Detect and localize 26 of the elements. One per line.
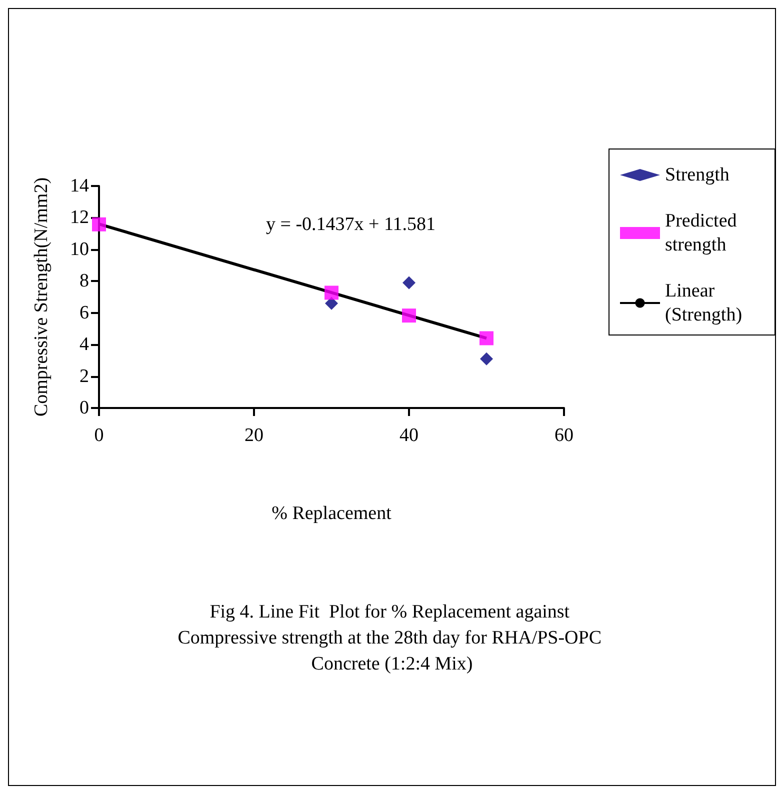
point	[402, 308, 416, 323]
x-tick-label: 0	[94, 425, 104, 446]
y-tick-label: 2	[80, 366, 89, 387]
y-tick-label: 8	[80, 270, 89, 292]
point	[92, 217, 106, 232]
y-tick-label: 6	[80, 302, 89, 324]
y-tick-label: 0	[80, 398, 89, 418]
y-tick-label: 4	[80, 334, 90, 356]
annotation: y = -0.1437x + 11.581	[266, 214, 436, 235]
legend-label: Strength	[665, 164, 730, 186]
point	[324, 286, 338, 300]
y-tick-label: 12	[70, 207, 89, 228]
point	[480, 352, 493, 366]
x-tick-label: 20	[244, 425, 264, 446]
point	[480, 331, 494, 346]
x-tick-label: 60	[554, 425, 574, 446]
legend-label: Predicted strength	[665, 210, 742, 256]
y-tick-label: 10	[70, 238, 89, 260]
text: Fig 4. Line Fit Plot for % Replacement against Compressive strength at the 28th day for RHA/PS-OPC Concrete (1:2:4 Mix)	[178, 602, 606, 674]
point	[325, 296, 338, 310]
y-tick-label: 14	[70, 176, 90, 196]
legend-label: Linear (Strength)	[665, 280, 742, 326]
x-axis-title: % Replacement	[272, 503, 392, 524]
x-tick-label: 40	[400, 425, 418, 446]
y-axis-title: Compressive Strength(N/mm2)	[31, 177, 52, 417]
point	[402, 276, 416, 290]
